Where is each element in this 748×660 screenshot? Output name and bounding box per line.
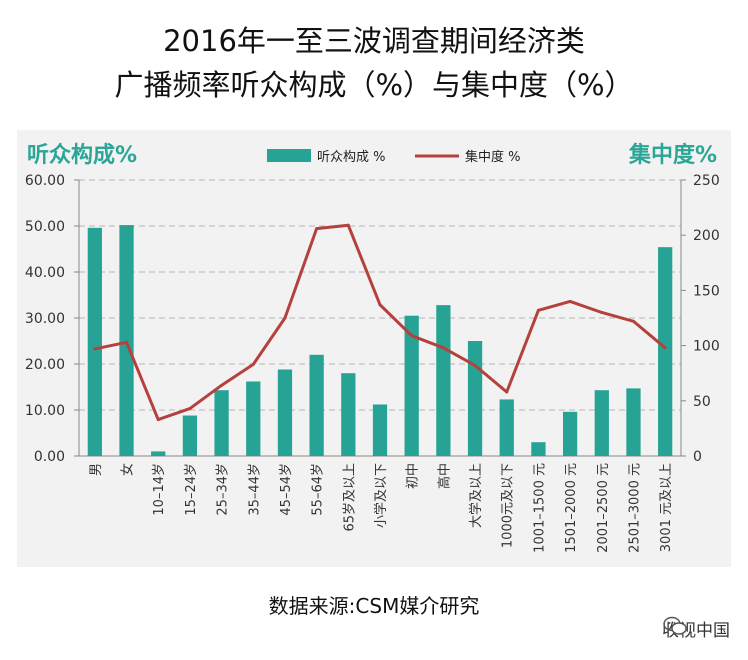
category-label: 15–24岁 (184, 463, 199, 516)
category-label: 小学及以下 (373, 463, 389, 528)
bar (87, 227, 102, 456)
category-label: 55–64岁 (311, 463, 326, 516)
line-point (410, 334, 414, 338)
category-label: 女 (120, 463, 136, 476)
line-point (568, 299, 572, 303)
bar (404, 315, 419, 456)
line-point (441, 346, 445, 350)
line-point (188, 407, 192, 411)
category-label: 45–54岁 (279, 463, 294, 516)
right-tick-label: 200 (693, 228, 720, 244)
line-point (220, 383, 224, 387)
legend-line-label: 集中度 % (465, 149, 521, 165)
bar (531, 442, 546, 456)
right-tick-label: 250 (693, 173, 720, 189)
line-point (283, 316, 287, 320)
bar (277, 369, 293, 456)
left-tick-label: 40.00 (25, 265, 65, 281)
bar (467, 341, 483, 456)
bar (151, 451, 166, 456)
bar (214, 390, 229, 456)
right-tick-label: 50 (693, 394, 711, 410)
category-label: 1001–1500 元 (532, 463, 547, 553)
line-point (346, 223, 350, 227)
line-point (505, 390, 509, 394)
right-tick-label: 150 (693, 283, 720, 299)
left-tick-label: 20.00 (25, 357, 65, 373)
category-label: 男 (89, 463, 104, 476)
bar (119, 225, 134, 456)
right-tick-label: 0 (693, 449, 702, 465)
category-label: 1501–2000 元 (564, 463, 579, 553)
category-label: 10–14岁 (152, 463, 167, 516)
bar (626, 388, 641, 456)
chart-title-line2: 广播频率听众构成（%）与集中度（%） (114, 68, 634, 102)
bar (246, 381, 261, 456)
legend-bar-label: 听众构成 % (317, 150, 386, 165)
category-label: 2001–2500 元 (596, 463, 611, 553)
line-point (473, 363, 477, 367)
bar (499, 399, 514, 456)
category-label: 3001 元及以上 (659, 463, 674, 552)
bar (436, 305, 451, 456)
line-point (378, 303, 382, 307)
wechat-icon (663, 616, 687, 635)
line-point (600, 310, 604, 314)
line-point (156, 418, 160, 422)
category-label: 2501–3000 元 (627, 463, 642, 553)
line-point (93, 347, 97, 351)
line-point (251, 362, 255, 366)
category-label: 大学及以上 (468, 463, 484, 528)
bar (594, 390, 609, 456)
source-note: 数据来源:CSM媒介研究 (268, 594, 480, 618)
category-label: 1000元及以下 (501, 463, 516, 548)
line-series (94, 223, 667, 422)
line-point (125, 340, 129, 344)
category-label: 25–34岁 (216, 463, 231, 516)
line-point (663, 346, 667, 350)
left-axis-title: 听众构成% (27, 142, 137, 168)
bar (341, 373, 356, 456)
category-label: 65岁及以上 (342, 463, 357, 532)
left-tick-label: 50.00 (25, 219, 65, 235)
left-tick-label: 60.00 (25, 173, 65, 189)
watermark: 收视中国 (662, 616, 730, 641)
category-label: 高中 (436, 463, 452, 489)
bar (658, 247, 673, 456)
chart: 0.00 10.00 20.00 30.00 40.00 50.00 60.00 0 50 100… (25, 142, 720, 553)
chart-title-line1: 2016年一至三波调查期间经济类 (163, 24, 585, 58)
chart-panel: 0.00 10.00 20.00 30.00 40.00 50.00 60.00 0 50 100… (17, 130, 731, 567)
line-point (315, 227, 319, 231)
left-tick-label: 10.00 (25, 403, 65, 419)
left-tick-label: 0.00 (34, 449, 65, 465)
category-label: 35–44岁 (247, 463, 262, 516)
line-point (631, 319, 635, 323)
bar (562, 411, 578, 456)
left-tick-label: 30.00 (25, 311, 65, 327)
bar (309, 354, 324, 456)
right-tick-label: 100 (693, 339, 720, 355)
line-point (536, 308, 540, 312)
right-axis-title: 集中度% (628, 142, 717, 168)
bar (372, 404, 388, 456)
legend-bar-swatch (267, 149, 311, 162)
category-label: 初中 (406, 463, 421, 489)
bar (182, 415, 198, 456)
